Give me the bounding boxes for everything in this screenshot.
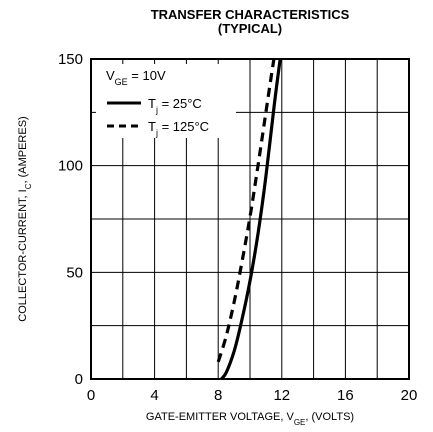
x-tick-label: 16 [337, 387, 354, 404]
legend: VGE = 10V Tj = 25°C Tj = 125°C [96, 64, 236, 138]
y-tick-labels: 0 50 100 150 [58, 51, 83, 388]
series-line-25c [220, 58, 282, 381]
x-axis-label: GATE-EMITTER VOLTAGE, VGE, (VOLTS) [146, 411, 354, 427]
y-tick-label: 150 [58, 51, 83, 68]
x-tick-labels: 0 4 8 12 16 20 [87, 387, 418, 404]
legend-label-125c: Tj = 125°C [148, 119, 209, 138]
plot-frame [90, 58, 410, 380]
x-tick-label: 0 [87, 387, 95, 404]
legend-condition: VGE = 10V [106, 68, 166, 87]
y-axis-label: COLLECTOR-CURRENT, IC, (AMPERES) [17, 116, 33, 321]
series-line-125c [216, 58, 276, 363]
x-tick-label: 4 [150, 387, 158, 404]
x-tick-label: 12 [273, 387, 290, 404]
x-tick-label: 8 [214, 387, 222, 404]
chart-subtitle: (TYPICAL) [217, 21, 283, 36]
y-tick-label: 100 [58, 158, 83, 175]
y-tick-label: 50 [66, 264, 83, 281]
legend-label-25c: Tj = 25°C [148, 96, 202, 115]
y-tick-label: 0 [75, 371, 83, 388]
chart-title: TRANSFER CHARACTERISTICS [150, 7, 350, 22]
series-lines [216, 58, 282, 381]
x-tick-label: 20 [401, 387, 418, 404]
